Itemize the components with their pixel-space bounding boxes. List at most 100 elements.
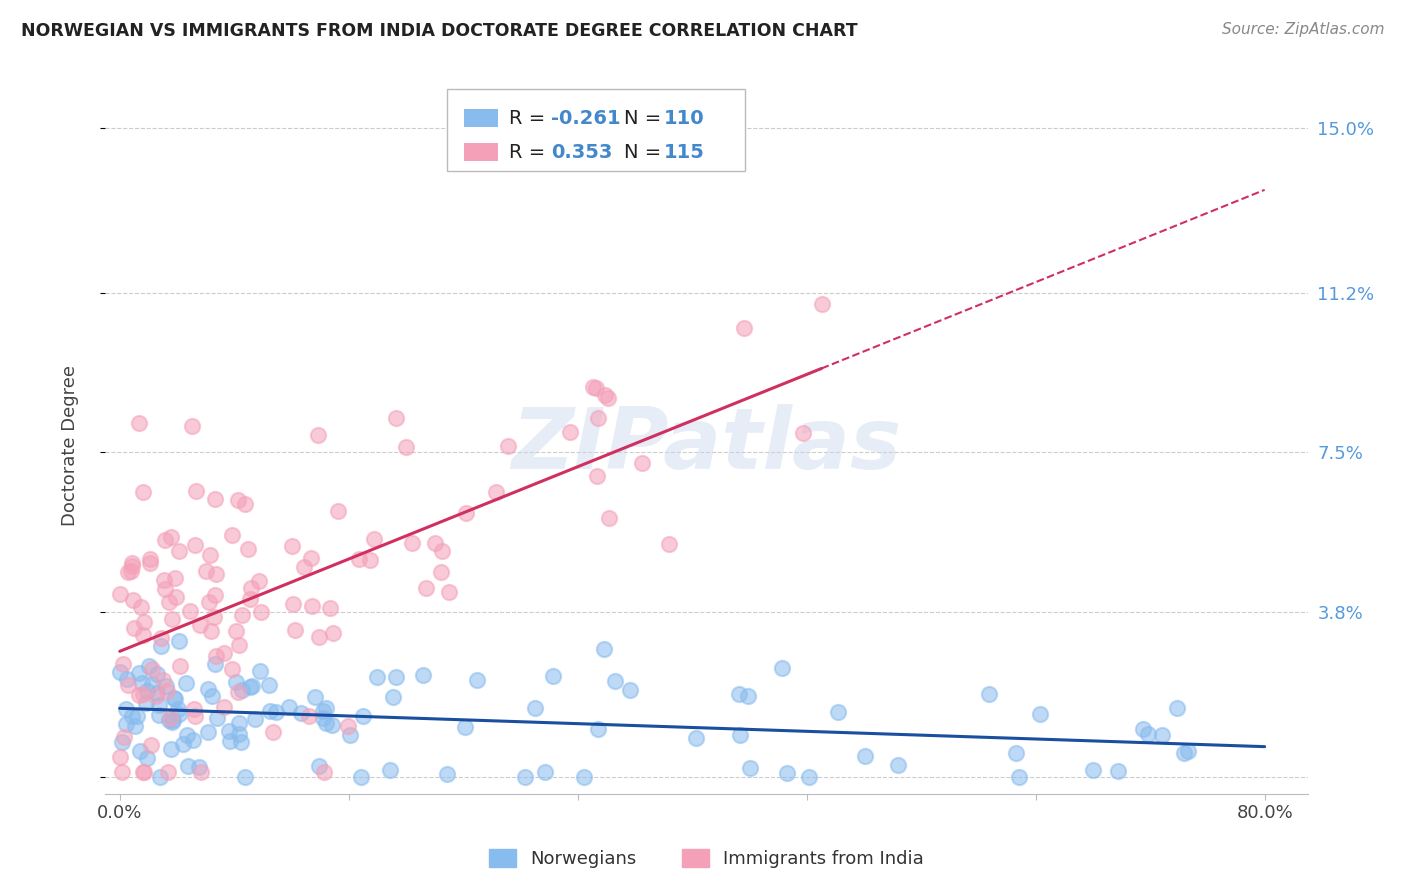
Point [153,573,176,587]
Point [382,690,405,704]
Point [603,674,626,689]
Point [792,425,814,440]
Point [278,700,301,714]
Point [165,692,187,706]
Point [132,765,155,780]
Point [513,770,536,784]
Point [129,600,152,615]
Point [165,590,187,604]
Point [159,711,181,725]
Point [162,714,184,728]
Point [131,675,153,690]
Point [167,707,190,722]
Point [146,686,169,700]
Point [281,539,304,553]
Point [582,380,605,394]
Point [385,670,408,684]
Point [194,564,217,578]
Point [149,770,172,784]
Point [558,425,581,440]
Point [160,741,183,756]
Point [728,728,751,742]
Point [259,704,281,718]
Text: Source: ZipAtlas.com: Source: ZipAtlas.com [1222,22,1385,37]
Point [167,544,190,558]
Point [197,725,219,739]
Point [799,770,821,784]
Point [236,542,259,557]
Point [543,669,565,683]
Point [496,439,519,453]
Point [152,673,174,688]
Point [454,507,477,521]
Text: ZIPatlas: ZIPatlas [512,404,901,488]
Point [121,593,143,607]
Point [312,765,335,780]
Point [401,536,423,550]
Point [181,733,204,747]
Point [284,623,307,637]
Point [585,469,607,483]
Point [465,673,488,687]
Point [298,709,321,723]
Point [163,691,186,706]
Point [121,709,143,723]
Point [148,708,170,723]
Point [366,670,388,684]
Point [319,600,342,615]
Point [737,689,759,703]
Point [221,527,243,541]
Point [110,750,132,764]
Point [363,532,385,546]
Point [685,731,707,746]
Point [585,381,607,395]
Point [312,704,335,718]
Point [233,497,256,511]
Point [1173,746,1195,760]
Point [727,687,749,701]
Point [132,485,155,500]
Point [328,504,350,518]
Point [240,679,263,693]
Point [132,765,155,780]
Point [321,717,343,731]
Point [240,581,263,595]
Point [292,560,315,574]
Point [1136,727,1159,741]
Point [157,595,180,609]
Point [179,604,201,618]
Point [593,388,616,402]
Point [243,712,266,726]
Point [658,537,681,551]
Point [436,767,458,781]
Point [132,628,155,642]
Point [239,680,262,694]
Point [231,683,253,698]
Point [733,320,755,334]
Point [1107,764,1129,779]
Point [169,634,191,648]
Y-axis label: Doctorate Degree: Doctorate Degree [60,366,79,526]
Point [281,597,304,611]
Point [146,666,169,681]
Point [141,677,163,691]
Point [349,770,371,784]
Point [631,456,654,470]
Point [225,624,247,639]
Point [415,581,437,595]
Point [259,678,281,692]
Point [141,738,163,752]
Point [219,734,242,748]
Point [588,411,610,425]
Point [1004,746,1026,760]
Point [738,762,761,776]
Point [115,717,138,731]
Point [214,700,236,714]
Point [172,737,194,751]
Point [205,566,228,581]
Point [247,574,270,589]
Point [190,765,212,780]
Point [155,533,177,548]
Point [115,672,138,686]
Point [201,690,224,704]
